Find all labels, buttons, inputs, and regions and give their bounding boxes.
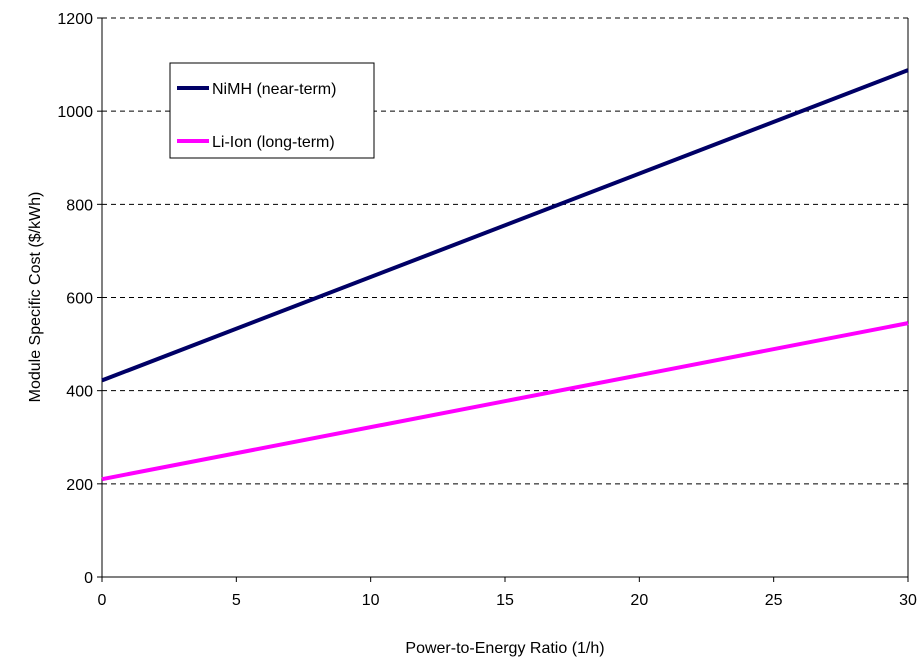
x-tick-label: 25: [765, 592, 783, 609]
y-tick-label: 200: [66, 477, 93, 494]
x-tick-label: 10: [362, 592, 380, 609]
legend-label-liion: Li-Ion (long-term): [212, 134, 335, 151]
y-tick-label: 1000: [57, 104, 93, 121]
legend: NiMH (near-term) Li-Ion (long-term): [169, 62, 375, 159]
series-line-1: [101, 321, 909, 482]
x-tick-label: 20: [630, 592, 648, 609]
y-tick-label: 600: [66, 291, 93, 308]
x-tick-label: 0: [98, 592, 107, 609]
x-axis-title: Power-to-Energy Ratio (1/h): [405, 640, 604, 657]
y-tick-label: 800: [66, 197, 93, 214]
series: [101, 68, 909, 482]
ticks: 0 200 400 600 800 1000 1200 0 5 10 15 20 25 30: [57, 11, 917, 609]
y-tick-label: 0: [84, 570, 93, 587]
y-axis-title: Module Specific Cost ($/kWh): [27, 192, 44, 403]
y-tick-label: 400: [66, 384, 93, 401]
y-tick-label: 1200: [57, 11, 93, 28]
x-tick-label: 30: [899, 592, 917, 609]
series-line-0: [101, 68, 909, 383]
x-tick-label: 5: [232, 592, 241, 609]
x-tick-label: 15: [496, 592, 514, 609]
legend-label-nimh: NiMH (near-term): [212, 81, 336, 98]
